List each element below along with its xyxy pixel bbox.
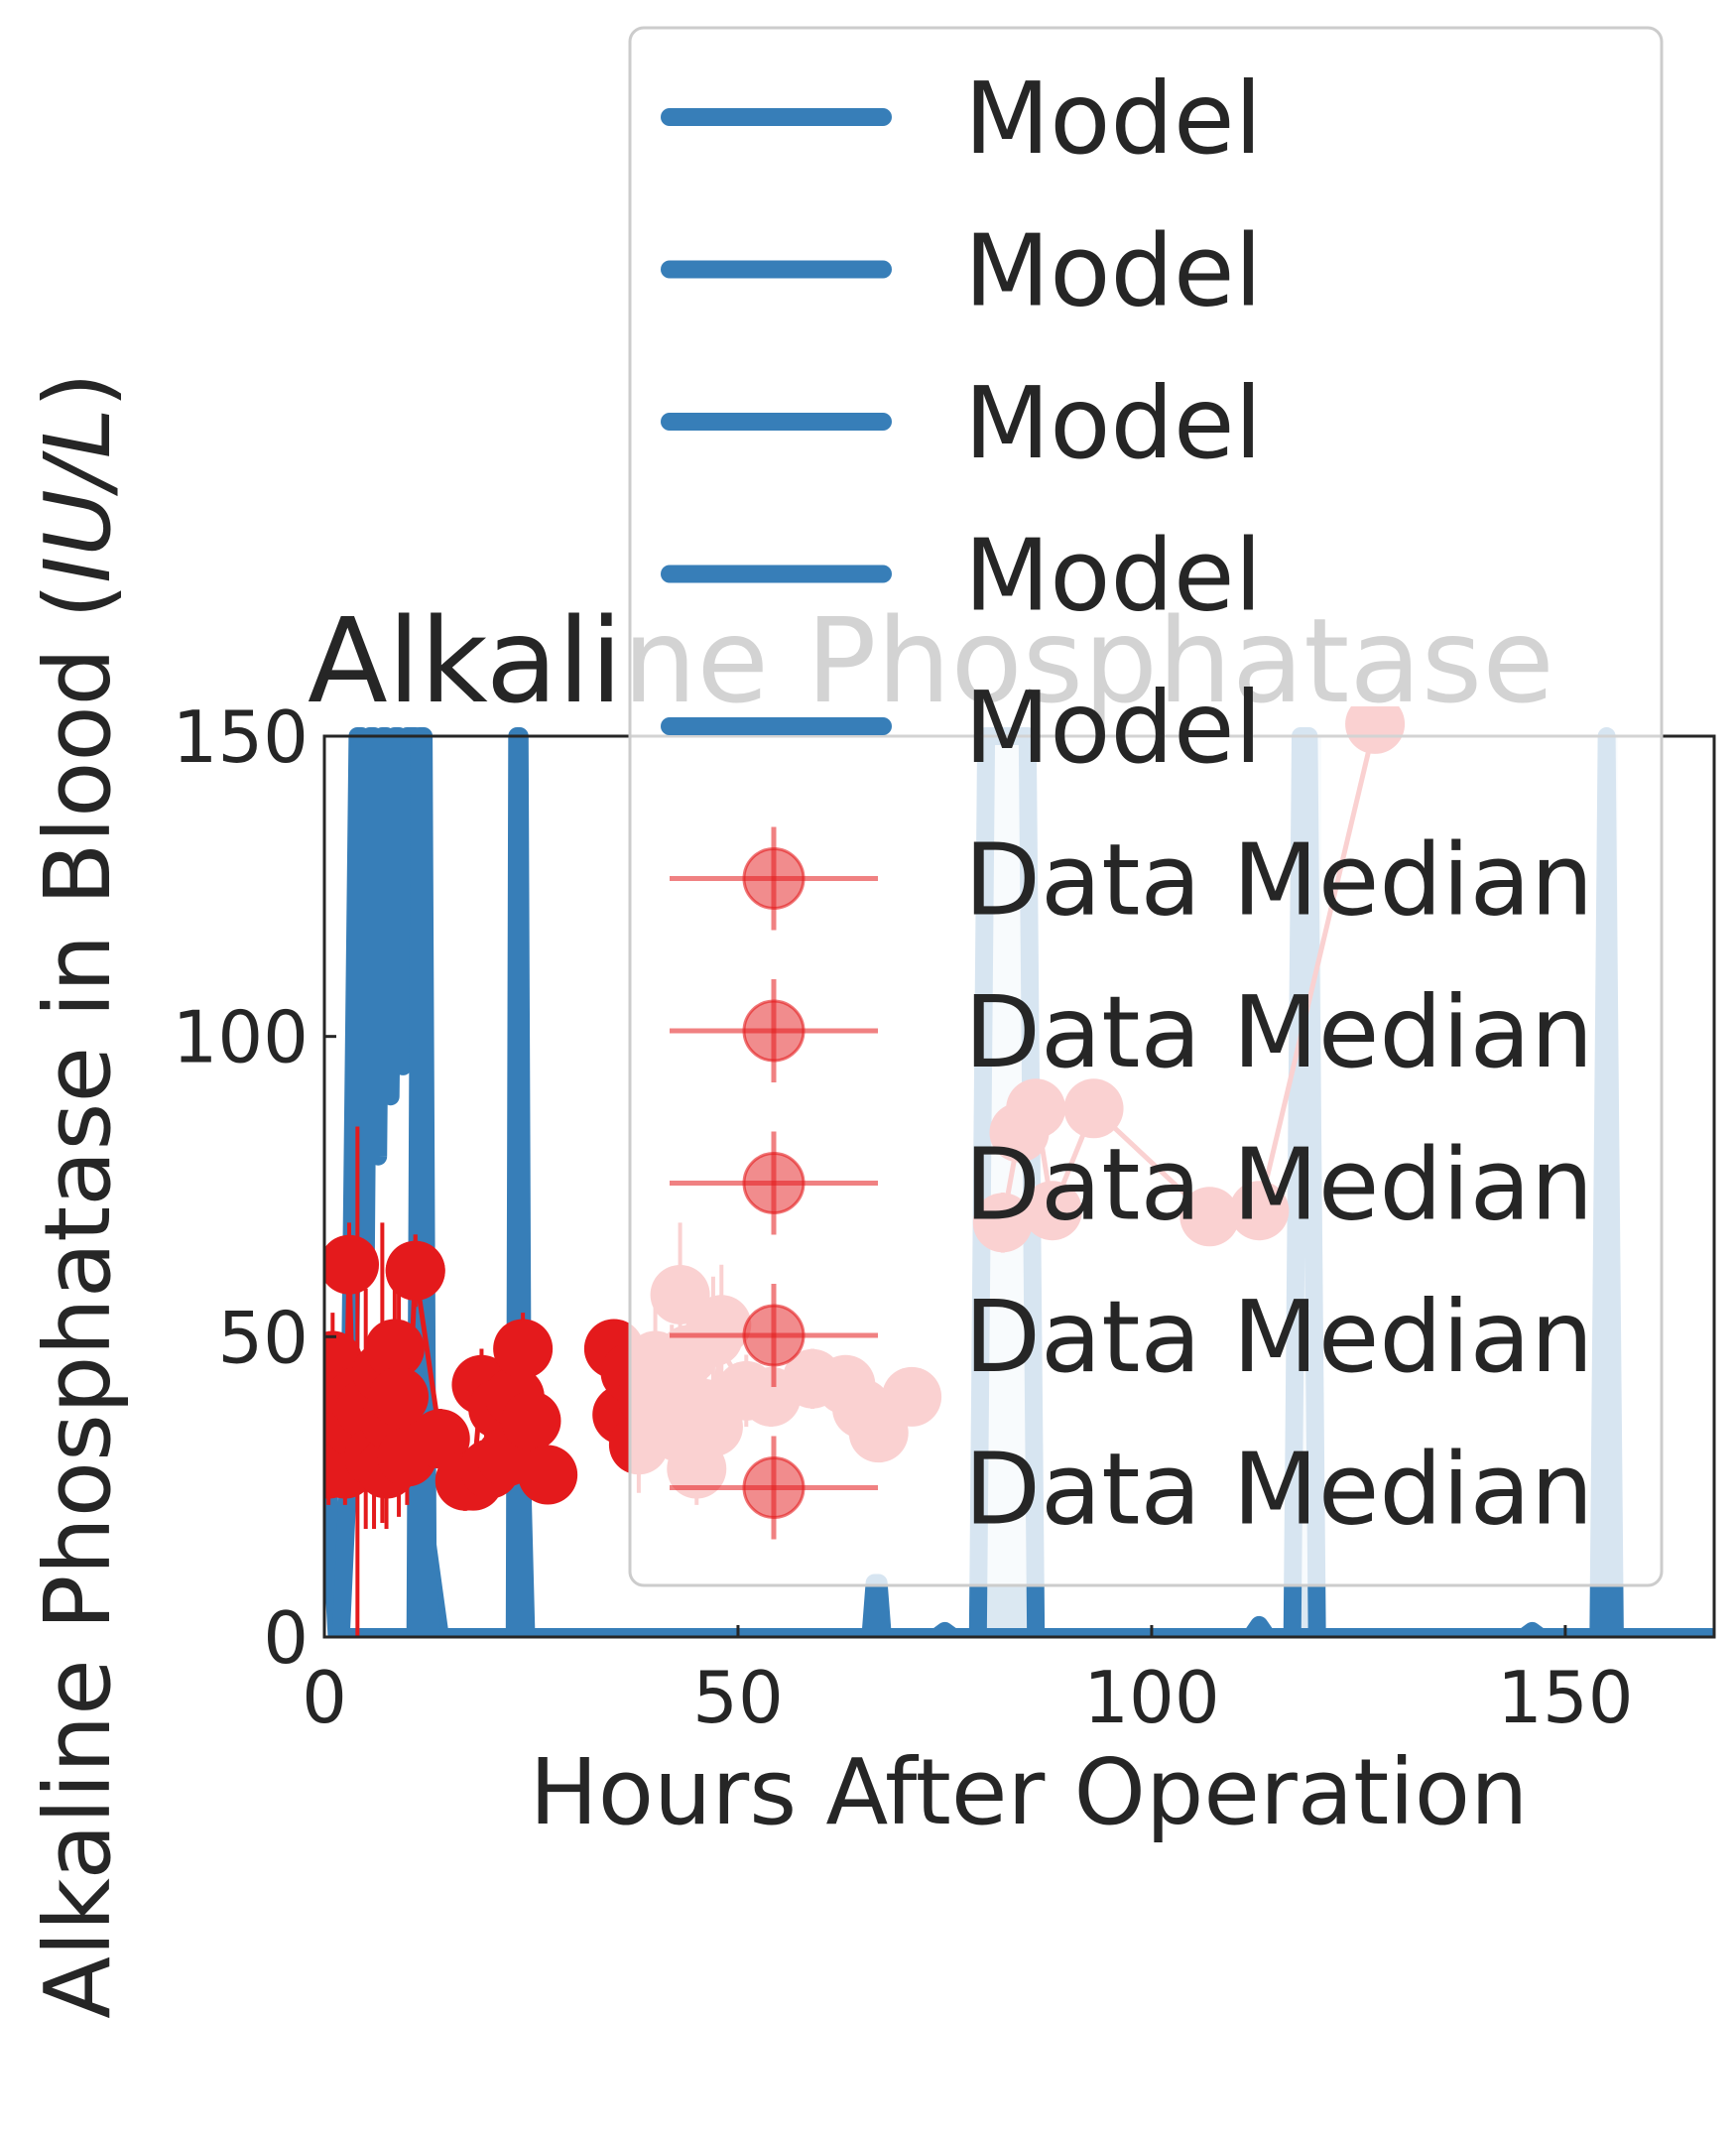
legend-label: Data Median xyxy=(964,974,1593,1090)
legend: Model Model Model Model Model Data Median Data… xyxy=(628,26,1664,1587)
y-tick-label: 0 xyxy=(263,1596,309,1680)
y-axis-title-prefix: Alkaline Phosphatase in Blood ( xyxy=(25,583,131,2019)
data-series-0 xyxy=(324,1126,445,1637)
data-point xyxy=(364,1319,425,1379)
data-point xyxy=(518,1445,578,1505)
y-axis-title-unit: IU/L xyxy=(25,408,131,583)
legend-entry-8: Data Median xyxy=(670,1279,1593,1395)
y-axis-title-suffix: ) xyxy=(25,372,131,408)
legend-marker-point xyxy=(742,1456,806,1519)
data-point xyxy=(385,1240,445,1301)
model-line-2 xyxy=(406,727,441,1637)
x-tick-label: 50 xyxy=(692,1656,784,1739)
legend-label: Model xyxy=(964,518,1262,634)
legend-label: Data Median xyxy=(964,822,1593,939)
model-line-3 xyxy=(505,727,536,1637)
legend-entry-0: Model xyxy=(661,61,1262,177)
data-point xyxy=(369,1366,430,1427)
data-point xyxy=(501,1391,561,1451)
x-axis-title: Hours After Operation xyxy=(530,1739,1529,1845)
legend-label: Data Median xyxy=(964,1127,1593,1243)
y-tick-label: 150 xyxy=(173,695,309,779)
legend-label: Model xyxy=(964,670,1262,786)
data-point xyxy=(493,1319,554,1379)
legend-label: Model xyxy=(964,61,1262,177)
legend-entry-1: Model xyxy=(661,213,1262,329)
legend-entry-3: Model xyxy=(661,518,1262,634)
legend-marker-point xyxy=(742,847,806,910)
legend-marker-point xyxy=(742,1304,806,1367)
x-tick-label: 150 xyxy=(1497,1656,1633,1739)
legend-entry-9: Data Median xyxy=(670,1432,1593,1548)
x-tick-label: 100 xyxy=(1083,1656,1219,1739)
y-tick-label: 50 xyxy=(217,1296,309,1379)
legend-marker-point xyxy=(742,999,806,1063)
legend-entry-5: Data Median xyxy=(670,822,1593,939)
y-tick-label: 100 xyxy=(173,996,309,1079)
y-axis-title: Alkaline Phosphatase in Blood (IU/L) xyxy=(25,372,131,2019)
legend-entry-2: Model xyxy=(661,365,1262,481)
legend-label: Data Median xyxy=(964,1432,1593,1548)
data-series-1 xyxy=(385,1234,578,1511)
legend-label: Model xyxy=(964,365,1262,481)
legend-label: Data Median xyxy=(964,1279,1593,1395)
legend-label: Model xyxy=(964,213,1262,329)
legend-entry-6: Data Median xyxy=(670,974,1593,1090)
legend-marker-point xyxy=(742,1152,806,1214)
axis-ticks: 0 50 100 150 0 50 100 150 xyxy=(173,695,1634,1739)
data-point xyxy=(324,1234,380,1295)
x-tick-label: 0 xyxy=(302,1656,347,1739)
legend-entry-7: Data Median xyxy=(670,1127,1593,1243)
legend-entry-4: Model xyxy=(661,670,1262,786)
